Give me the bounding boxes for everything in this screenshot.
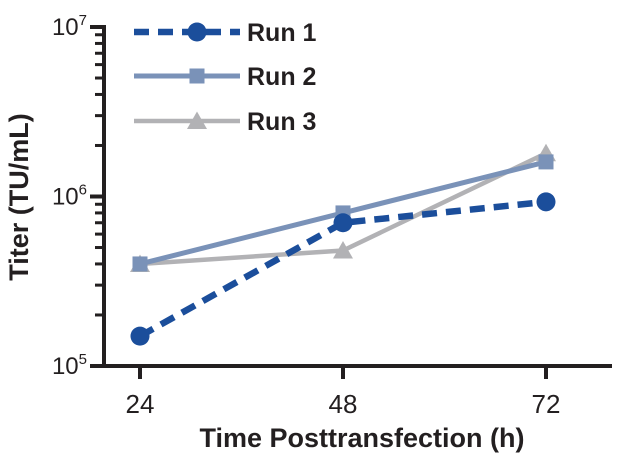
circle-marker: [130, 326, 150, 346]
circle-marker: [536, 192, 556, 212]
triangle-marker: [333, 241, 353, 259]
y-tick-label: 106: [52, 182, 87, 211]
legend-label: Run 1: [247, 19, 317, 47]
y-axis-title: Titer (TU/mL): [4, 113, 34, 281]
legend-label: Run 2: [247, 63, 316, 91]
square-marker: [132, 256, 148, 272]
x-tick-label: 24: [126, 389, 155, 419]
x-axis-title: Time Posttransfection (h): [199, 423, 524, 453]
x-tick-label: 48: [329, 389, 358, 419]
legend-label: Run 3: [247, 108, 316, 136]
legend-item-run-1: Run 1: [134, 19, 317, 47]
legend-item-run-2: Run 2: [134, 63, 316, 91]
circle-marker: [333, 213, 353, 233]
y-tick-label: 107: [52, 12, 87, 41]
square-marker: [189, 68, 205, 84]
series-run-1: [130, 192, 556, 346]
circle-marker: [187, 22, 207, 42]
legend-item-run-3: Run 3: [134, 108, 316, 136]
series-group: [130, 143, 556, 346]
legend: Run 1 Run 2 Run 3: [134, 19, 317, 136]
x-ticks: 24 48 72: [126, 366, 561, 419]
series-line: [138, 198, 547, 339]
square-marker: [538, 154, 554, 170]
y-tick-label: 105: [52, 351, 87, 380]
triangle-marker: [187, 111, 207, 129]
x-tick-label: 72: [532, 389, 561, 419]
y-ticks: 105 106 107: [52, 12, 104, 380]
